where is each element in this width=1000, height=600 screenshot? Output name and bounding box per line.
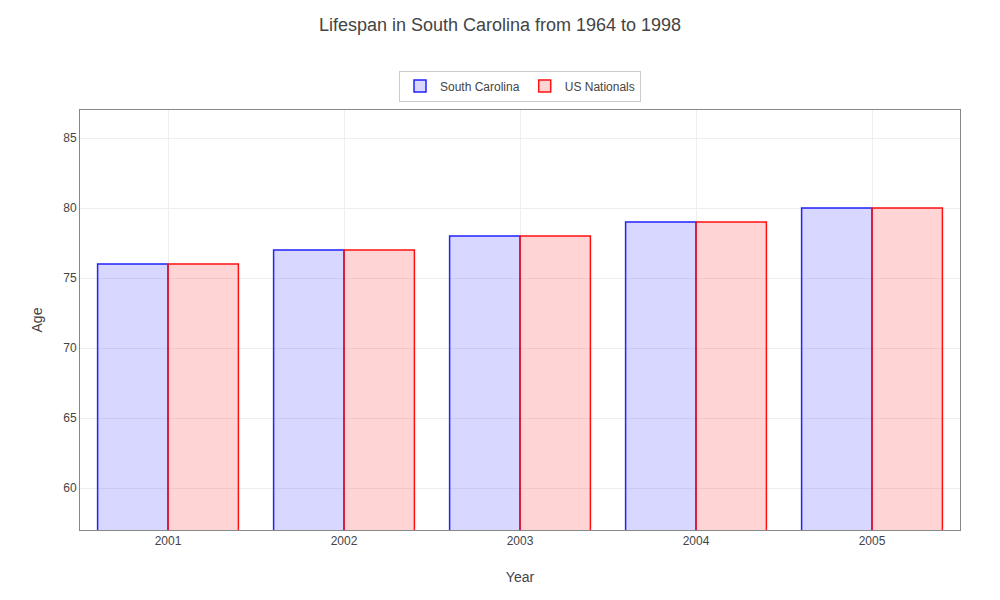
svg-text:2003: 2003 <box>507 534 534 548</box>
svg-text:65: 65 <box>63 411 77 425</box>
svg-text:2005: 2005 <box>859 534 886 548</box>
svg-text:85: 85 <box>63 131 77 145</box>
svg-text:60: 60 <box>63 481 77 495</box>
svg-text:Age: Age <box>29 307 45 332</box>
svg-text:2004: 2004 <box>683 534 710 548</box>
svg-text:Year: Year <box>506 569 535 585</box>
svg-text:75: 75 <box>63 271 77 285</box>
svg-text:South Carolina: South Carolina <box>440 80 520 94</box>
svg-text:2002: 2002 <box>331 534 358 548</box>
svg-text:2001: 2001 <box>155 534 182 548</box>
svg-text:Lifespan in South Carolina fro: Lifespan in South Carolina from 1964 to … <box>319 15 681 35</box>
svg-text:80: 80 <box>63 201 77 215</box>
svg-text:US Nationals: US Nationals <box>565 80 635 94</box>
svg-text:70: 70 <box>63 341 77 355</box>
